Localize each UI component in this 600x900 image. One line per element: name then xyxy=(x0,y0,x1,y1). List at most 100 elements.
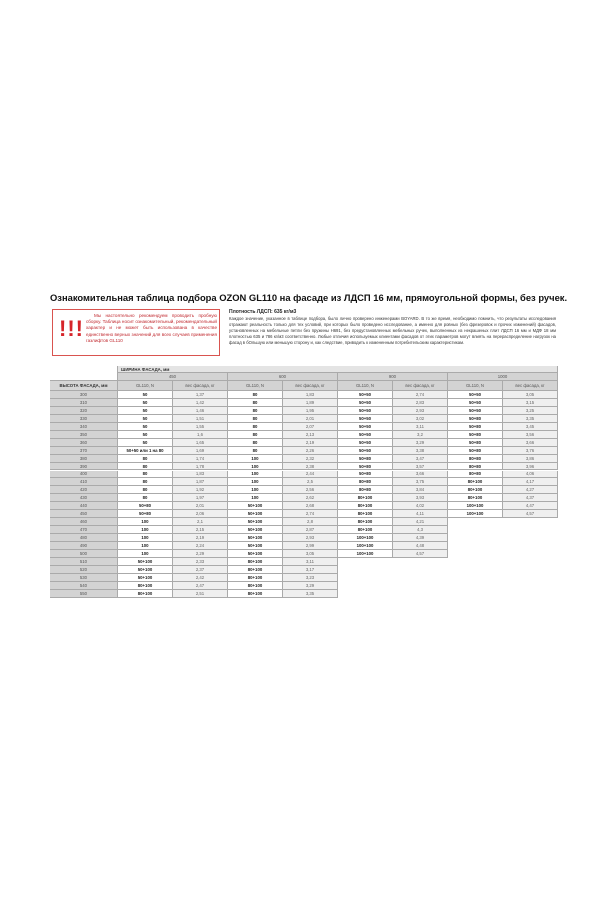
gl110-value-cell: 80+100 xyxy=(338,502,393,511)
facade-weight-cell: 4,48 xyxy=(393,542,448,550)
gl110-value-cell: 50 xyxy=(118,430,173,439)
gl110-value-cell: 100+100 xyxy=(448,502,503,511)
facade-weight-cell: 2,42 xyxy=(173,573,228,582)
gl110-value-cell: 50+50 xyxy=(448,398,503,407)
gl110-value-cell: 100+100 xyxy=(448,510,503,519)
facade-weight-cell: 2,19 xyxy=(283,438,338,447)
gl110-value-cell: 50+80 xyxy=(338,462,393,471)
facade-weight-cell: 3,05 xyxy=(503,391,558,399)
facade-weight-cell: 2,33 xyxy=(173,557,228,566)
facade-weight-cell: 1,92 xyxy=(173,486,228,495)
facade-weight-cell: 1,89 xyxy=(283,398,338,407)
gl110-value-cell: 50+80 xyxy=(338,470,393,479)
facade-weight-cell: 2,24 xyxy=(173,542,228,550)
gl110-value-cell: 100 xyxy=(228,462,283,471)
gl110-value-cell: 80+100 xyxy=(228,557,283,566)
gl110-value-cell: 80+100 xyxy=(118,581,173,590)
gl110-value-cell: 80 xyxy=(228,406,283,415)
facade-weight-cell: 2,29 xyxy=(173,550,228,558)
gl110-value-cell: 100 xyxy=(118,550,173,558)
gl110-value-cell: 80+80 xyxy=(338,486,393,495)
gl110-value-cell: 50+80 xyxy=(448,446,503,455)
facade-weight-cell: 1,83 xyxy=(173,470,228,479)
facade-weight-cell: 1,46 xyxy=(173,406,228,415)
facade-weight-cell: 1,55 xyxy=(173,422,228,431)
facade-weight-cell: 4,02 xyxy=(393,502,448,511)
facade-weight-cell: 2,99 xyxy=(283,542,338,550)
facade-height-cell: 460 xyxy=(50,518,118,527)
facade-weight-cell: 3,11 xyxy=(393,422,448,431)
gl110-value-cell: 80+100 xyxy=(448,494,503,503)
facade-height-cell: 530 xyxy=(50,573,118,582)
gl110-value-cell: 80+80 xyxy=(448,470,503,479)
facade-weight-cell: 4,11 xyxy=(393,510,448,519)
facade-height-cell: 400 xyxy=(50,470,118,479)
gl-column-header: GL110, N xyxy=(448,381,503,391)
facade-weight-cell: 3,25 xyxy=(503,406,558,415)
facade-weight-cell: 3,84 xyxy=(393,486,448,495)
facade-weight-cell: 2,44 xyxy=(283,470,338,479)
gl110-value-cell: 50+80 xyxy=(448,438,503,447)
width-group-header: 1000 xyxy=(448,373,558,381)
facade-weight-cell: 3,66 xyxy=(503,438,558,447)
facade-height-cell: 410 xyxy=(50,478,118,487)
gl110-value-cell: 50+100 xyxy=(228,550,283,558)
facade-height-cell: 550 xyxy=(50,589,118,598)
facade-weight-cell: 1,97 xyxy=(173,494,228,503)
facade-height-cell: 480 xyxy=(50,534,118,543)
gl110-value-cell: 80 xyxy=(228,438,283,447)
facade-weight-cell: 3,47 xyxy=(393,454,448,463)
facade-weight-cell: 2,68 xyxy=(283,502,338,511)
gl110-value-cell: 50+50 или 1 на 80 xyxy=(118,446,173,455)
gl110-value-cell: 80+100 xyxy=(228,573,283,582)
facade-weight-cell: 1,37 xyxy=(173,391,228,399)
facade-weight-cell: 4,37 xyxy=(503,494,558,503)
facade-weight-cell: 2,26 xyxy=(283,446,338,455)
facade-weight-cell: 3,75 xyxy=(393,478,448,487)
warning-box: !!! Мы настоятельно рекомендуем проводит… xyxy=(52,309,220,356)
facade-height-cell: 380 xyxy=(50,454,118,463)
gl110-value-cell: 80+80 xyxy=(448,454,503,463)
facade-weight-cell: 2,38 xyxy=(283,462,338,471)
gl110-value-cell: 80 xyxy=(118,478,173,487)
facade-weight-cell: 3,45 xyxy=(503,422,558,431)
facade-height-cell: 310 xyxy=(50,398,118,407)
facade-weight-cell: 1,87 xyxy=(173,478,228,487)
gl110-value-cell: 100 xyxy=(118,518,173,527)
gl110-value-cell: 80 xyxy=(118,454,173,463)
facade-height-cell: 340 xyxy=(50,422,118,431)
facade-weight-cell: 3,2 xyxy=(393,430,448,439)
facade-weight-cell: 2,56 xyxy=(283,486,338,495)
facade-height-cell: 450 xyxy=(50,510,118,519)
gl110-value-cell: 50+80 xyxy=(448,422,503,431)
facade-weight-cell: 3,66 xyxy=(393,470,448,479)
facade-weight-cell: 3,57 xyxy=(393,462,448,471)
gl-column-header: GL110, N xyxy=(118,381,173,391)
gl110-value-cell: 50+50 xyxy=(448,406,503,415)
page-title: Ознакомительная таблица подбора OZON GL1… xyxy=(50,292,568,303)
gl110-value-cell: 80+100 xyxy=(228,589,283,598)
facade-height-cell: 490 xyxy=(50,542,118,550)
gl110-value-cell: 50+100 xyxy=(118,557,173,566)
facade-height-cell: 540 xyxy=(50,581,118,590)
gl-column-header: GL110, N xyxy=(338,381,393,391)
gl110-value-cell: 50+100 xyxy=(228,542,283,550)
facade-weight-cell: 3,35 xyxy=(283,589,338,598)
gl110-value-cell: 50+80 xyxy=(448,430,503,439)
facade-weight-cell: 2,83 xyxy=(393,398,448,407)
gl110-value-cell: 50+80 xyxy=(118,510,173,519)
gl110-value-cell: 80+80 xyxy=(338,478,393,487)
facade-height-cell: 320 xyxy=(50,406,118,415)
facade-weight-cell: 1,6 xyxy=(173,430,228,439)
gl110-value-cell: 50 xyxy=(118,414,173,423)
gl110-value-cell: 80 xyxy=(228,430,283,439)
facade-weight-cell: 3,76 xyxy=(503,446,558,455)
facade-weight-cell: 4,57 xyxy=(503,510,558,519)
facade-weight-cell: 2,01 xyxy=(173,502,228,511)
facade-height-cell: 350 xyxy=(50,430,118,439)
facade-weight-cell: 2,07 xyxy=(283,422,338,431)
facade-weight-cell: 1,95 xyxy=(283,406,338,415)
facade-weight-cell: 3,17 xyxy=(283,565,338,574)
gl110-value-cell: 50+50 xyxy=(338,414,393,423)
gl110-value-cell: 80 xyxy=(228,422,283,431)
